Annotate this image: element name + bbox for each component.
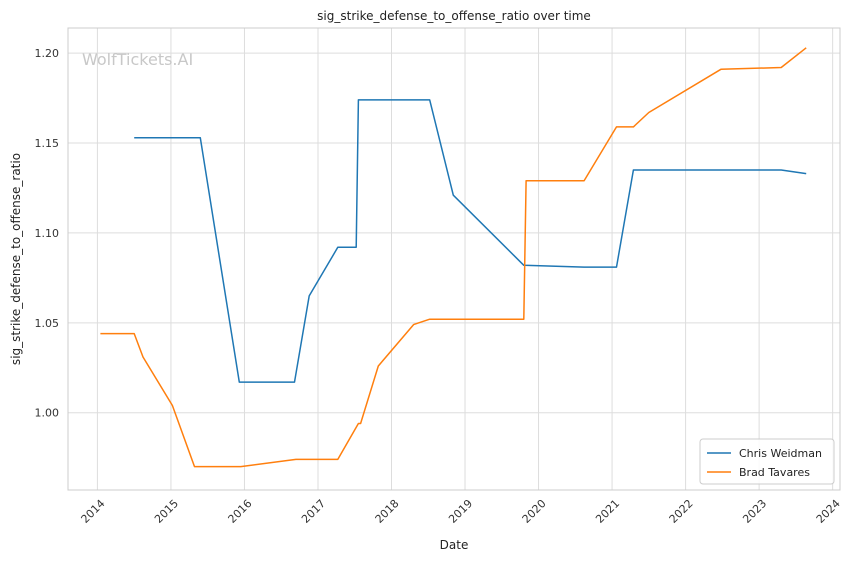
grid-lines (68, 28, 840, 490)
legend: Chris Weidman Brad Tavares (699, 438, 835, 485)
x-axis-label: Date (440, 538, 469, 552)
y-tick-label: 1.00 (35, 407, 60, 420)
plot-area (68, 28, 840, 490)
y-tick-label: 1.15 (35, 137, 60, 150)
x-tick-label: 2015 (152, 497, 181, 526)
x-axis-ticks: 2014 2015 2016 2017 2018 2019 2020 2021 2022 2023… (79, 497, 843, 526)
x-tick-label: 2019 (446, 497, 475, 526)
series-line-brad-tavares (100, 47, 807, 468)
y-tick-label: 1.10 (35, 227, 60, 240)
legend-label-brad-tavares: Brad Tavares (739, 466, 810, 479)
x-tick-label: 2018 (373, 497, 402, 526)
y-tick-label: 1.05 (35, 317, 60, 330)
x-tick-label: 2016 (226, 497, 255, 526)
x-tick-label: 2024 (814, 497, 843, 526)
y-axis-label: sig_strike_defense_to_offense_ratio (9, 153, 23, 365)
legend-label-chris-weidman: Chris Weidman (739, 447, 822, 460)
legend-box (699, 438, 835, 485)
x-tick-label: 2023 (740, 497, 769, 526)
x-tick-label: 2022 (667, 497, 696, 526)
watermark: WolfTickets.AI (82, 50, 193, 69)
x-tick-label: 2017 (299, 497, 328, 526)
y-axis-ticks: 1.00 1.05 1.10 1.15 1.20 (35, 47, 60, 420)
x-tick-label: 2020 (520, 497, 549, 526)
series-line-chris-weidman (134, 99, 807, 383)
y-tick-label: 1.20 (35, 47, 60, 60)
x-tick-label: 2021 (593, 497, 622, 526)
series-layer (100, 47, 807, 468)
plot-frame (67, 27, 841, 491)
x-tick-label: 2014 (79, 497, 108, 526)
chart-title: sig_strike_defense_to_offense_ratio over… (317, 9, 591, 23)
